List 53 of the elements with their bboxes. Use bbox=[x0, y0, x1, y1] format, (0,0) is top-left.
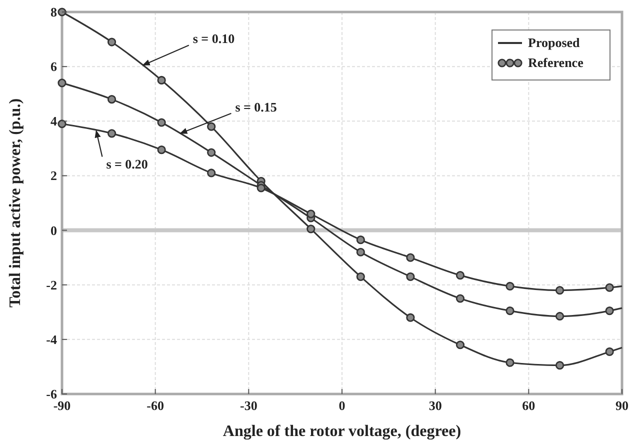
y-tick-label: -4 bbox=[46, 332, 58, 347]
x-tick-label: 0 bbox=[338, 398, 346, 413]
y-tick-label: 2 bbox=[50, 168, 57, 184]
point bbox=[306, 210, 316, 218]
point bbox=[456, 271, 465, 280]
point bbox=[157, 76, 166, 85]
point bbox=[506, 358, 514, 367]
x-tick-label: 90 bbox=[616, 398, 628, 413]
point bbox=[207, 168, 216, 178]
point bbox=[356, 248, 365, 256]
legend-label: Reference bbox=[528, 55, 584, 70]
point bbox=[555, 286, 564, 295]
point bbox=[58, 78, 66, 88]
point bbox=[605, 306, 614, 316]
point bbox=[207, 122, 216, 131]
annotation: s = 0.20 bbox=[106, 156, 148, 172]
point bbox=[356, 236, 365, 244]
point bbox=[605, 283, 614, 292]
point bbox=[406, 253, 415, 262]
y-tick-label: 8 bbox=[50, 4, 58, 20]
point bbox=[555, 361, 564, 370]
point bbox=[506, 306, 514, 316]
x-tick-label: 60 bbox=[522, 398, 536, 413]
annotation: s = 0.15 bbox=[235, 99, 278, 114]
point bbox=[157, 145, 166, 154]
point bbox=[107, 95, 116, 104]
point bbox=[256, 184, 266, 192]
point bbox=[306, 224, 316, 234]
point bbox=[506, 282, 514, 291]
point bbox=[157, 118, 166, 127]
point bbox=[555, 312, 564, 321]
x-tick-label: -30 bbox=[240, 398, 258, 413]
point bbox=[406, 272, 415, 281]
point bbox=[58, 120, 66, 128]
point bbox=[207, 148, 216, 157]
x-tick-label: 30 bbox=[428, 398, 442, 413]
annotation: s = 0.10 bbox=[192, 31, 235, 46]
point bbox=[456, 340, 465, 350]
point bbox=[107, 129, 116, 138]
point bbox=[605, 347, 614, 356]
point bbox=[58, 8, 66, 16]
x-tick-label: -60 bbox=[146, 398, 164, 413]
y-tick-label: 0 bbox=[50, 222, 57, 238]
y-tick-label: 4 bbox=[50, 114, 58, 129]
point bbox=[107, 38, 116, 46]
point bbox=[456, 294, 465, 303]
y-axis-title: Total input active power, (p.u.) bbox=[7, 98, 24, 308]
point bbox=[356, 272, 365, 281]
point bbox=[406, 313, 415, 322]
y-tick-label: 6 bbox=[50, 59, 58, 74]
legend-label: Proposed bbox=[528, 35, 581, 50]
y-tick-label: -2 bbox=[46, 277, 57, 292]
x-axis-title: Angle of the rotor voltage, (degree) bbox=[222, 423, 462, 440]
